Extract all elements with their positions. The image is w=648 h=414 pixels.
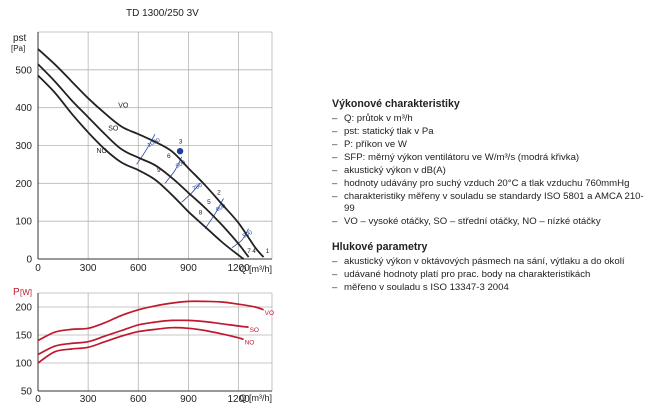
list-item-text: akustický výkon v oktávových pásmech na … xyxy=(344,255,625,267)
point-label: 3 xyxy=(179,139,183,146)
y-tick-label: 200 xyxy=(15,179,32,190)
x-tick-label: 900 xyxy=(180,263,197,274)
bullet-dash: – xyxy=(332,152,338,164)
y-tick-label: 400 xyxy=(15,103,32,114)
chart-title: TD 1300/250 3V xyxy=(126,8,199,19)
series-label-vo: VO xyxy=(118,103,129,110)
bullet-dash: – xyxy=(332,139,338,151)
y-tick-label: 300 xyxy=(15,141,32,152)
list-item: – charakteristiky měřeny v souladu se sta… xyxy=(332,191,644,216)
x-tick-label: 600 xyxy=(130,394,147,405)
list-item-text: akustický výkon v dB(A) xyxy=(344,165,446,177)
point-label: 9 xyxy=(157,167,161,174)
noise-list: – akustický výkon v oktávových pásmech na… xyxy=(332,256,644,294)
sfp-label: 500 xyxy=(242,230,254,240)
performance-chart: TD 1300/250 3V0 300 600 900 1200010020030040… xyxy=(11,8,274,405)
y-tick-label: 100 xyxy=(15,359,32,370)
series-label-so: SO xyxy=(108,125,119,132)
x-tick-label: 600 xyxy=(130,263,147,274)
list-item: – měřeno v souladu s ISO 13347-3 2004 xyxy=(332,282,644,294)
y-tick-label: 100 xyxy=(15,217,32,228)
list-item: – Q: průtok v m³/h xyxy=(332,113,644,125)
list-item: – akustický výkon v dB(A) xyxy=(332,165,644,177)
x-tick-label: 300 xyxy=(80,394,97,405)
series-label-no: NO xyxy=(97,148,108,155)
bullet-dash: – xyxy=(332,216,338,228)
x-tick-label: 0 xyxy=(35,394,41,405)
bullet-dash: – xyxy=(332,113,338,125)
point-label: 1 xyxy=(266,248,270,255)
list-item-text: SFP: měrný výkon ventilátoru ve W/m³/s (… xyxy=(344,152,580,164)
bullet-dash: – xyxy=(332,281,338,293)
characteristics-panel: Výkonové charakteristiky – Q: průtok v m³… xyxy=(332,98,644,295)
sfp-curve xyxy=(231,228,249,249)
y-axis-unit: [W] xyxy=(20,288,32,297)
bullet-dash: – xyxy=(332,268,338,280)
y-tick-label: 150 xyxy=(15,331,32,342)
list-item: – pst: statický tlak v Pa xyxy=(332,126,644,138)
point-label: 2 xyxy=(217,190,221,197)
y-tick-label: 50 xyxy=(21,387,33,398)
point-label: 4 xyxy=(252,248,256,255)
sfp-curve xyxy=(204,198,224,229)
x-axis-label: Q [m³/h] xyxy=(239,264,272,274)
list-item-text: pst: statický tlak v Pa xyxy=(344,126,434,138)
bullet-dash: – xyxy=(332,126,338,138)
x-tick-label: 1200 xyxy=(227,263,250,274)
sfp-curve xyxy=(136,133,156,165)
power-line-so xyxy=(37,319,249,356)
power-label-so: SO xyxy=(250,327,259,334)
power-line-vo xyxy=(37,300,264,342)
point-label: 7 xyxy=(247,248,251,255)
power-label-no: NO xyxy=(245,339,255,346)
series-line-so xyxy=(37,63,250,258)
x-tick-label: 300 xyxy=(80,263,97,274)
y-tick-label: 500 xyxy=(15,65,32,76)
sfp-curve xyxy=(181,183,201,203)
list-item-text: P: příkon ve W xyxy=(344,139,407,151)
sfp-label: 600 xyxy=(215,203,227,213)
list-item: – hodnoty udávány pro suchý vzduch 20°C a… xyxy=(332,178,644,190)
y-axis-label: P xyxy=(13,287,20,298)
list-item-text: VO – vysoké otáčky, SO – střední otáčky,… xyxy=(344,216,601,228)
list-item-text: hodnoty udávány pro suchý vzduch 20°C a … xyxy=(344,177,630,189)
list-item: – VO – vysoké otáčky, SO – střední otáčky… xyxy=(332,216,644,228)
bullet-dash: – xyxy=(332,165,338,177)
list-item: – akustický výkon v oktávových pásmech na… xyxy=(332,256,644,268)
bullet-dash: – xyxy=(332,177,338,189)
list-item: – udávané hodnoty platí pro prac. body na… xyxy=(332,269,644,281)
list-item-text: měřeno v souladu s ISO 13347-3 2004 xyxy=(344,281,509,293)
performance-list: – Q: průtok v m³/h – pst: statický tlak v … xyxy=(332,113,644,228)
power-line-no xyxy=(37,326,244,364)
y-axis-unit: [Pa] xyxy=(11,44,25,53)
x-tick-label: 900 xyxy=(180,394,197,405)
x-axis-label: Q [m³/h] xyxy=(239,393,272,403)
list-item-text: Q: průtok v m³/h xyxy=(344,113,413,125)
y-axis-label: pst xyxy=(13,33,27,44)
y-tick-label: 200 xyxy=(15,303,32,314)
noise-section-title: Hlukové parametry xyxy=(332,240,428,253)
bullet-dash: – xyxy=(332,255,338,267)
list-item: – SFP: měrný výkon ventilátoru ve W/m³/s … xyxy=(332,152,644,164)
sfp-label: 1000 xyxy=(147,137,162,149)
operating-point-marker xyxy=(176,147,184,155)
x-tick-label: 0 xyxy=(35,263,41,274)
point-label: 6 xyxy=(167,153,171,160)
series-line-no xyxy=(37,74,245,260)
point-label: 5 xyxy=(207,199,211,206)
sfp-label: 700 xyxy=(192,182,204,192)
list-item-text: udávané hodnoty platí pro prac. body na … xyxy=(344,268,591,280)
x-tick-label: 1200 xyxy=(227,394,250,405)
series-line-vo xyxy=(37,48,265,258)
list-item: – P: příkon ve W xyxy=(332,139,644,151)
performance-section-title: Výkonové charakteristiky xyxy=(332,98,460,110)
sfp-label: 800 xyxy=(175,160,187,170)
list-item-text: charakteristiky měřeny v souladu se stan… xyxy=(344,190,644,215)
point-label: 8 xyxy=(199,210,203,217)
y-tick-label: 0 xyxy=(26,255,32,266)
bullet-dash: – xyxy=(332,190,338,202)
power-label-vo: VO xyxy=(265,310,274,317)
